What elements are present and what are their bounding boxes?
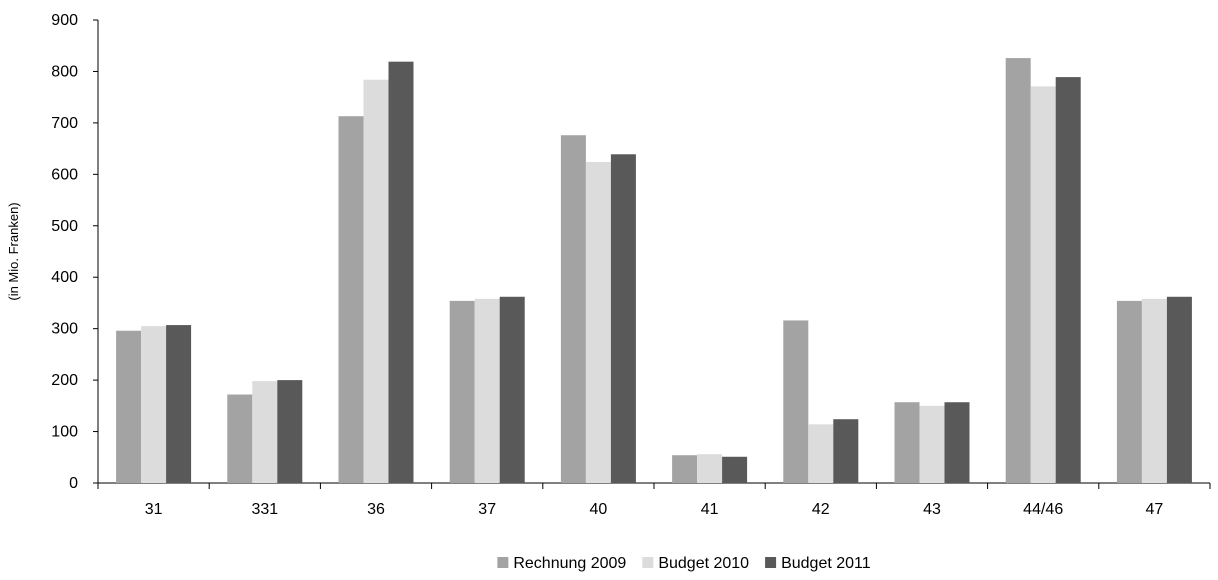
y-tick-label: 0 — [69, 475, 78, 492]
legend-swatch — [642, 557, 654, 568]
bar-rechnung-2009-40 — [560, 135, 586, 484]
bar-rechnung-2009-42 — [783, 320, 809, 483]
bar-budget-2011-47 — [1166, 296, 1192, 483]
x-tick-label: 40 — [590, 501, 608, 518]
bar-budget-2011-41 — [722, 456, 748, 483]
bar-rechnung-2009-47 — [1116, 300, 1142, 483]
bar-budget-2010-42 — [808, 424, 834, 483]
bar-budget-2011-331 — [277, 380, 303, 483]
bar-budget-2011-42 — [833, 419, 859, 483]
bar-budget-2011-44-46 — [1055, 77, 1081, 483]
x-tick-label: 41 — [701, 501, 719, 518]
y-axis-title: (in Mio. Franken) — [6, 202, 21, 300]
y-tick-label: 200 — [51, 372, 78, 389]
bar-budget-2010-37 — [474, 298, 500, 483]
bar-budget-2011-36 — [388, 61, 414, 484]
bar-budget-2011-43 — [944, 402, 970, 483]
y-tick-label: 100 — [51, 424, 78, 441]
y-tick-label: 500 — [51, 218, 78, 235]
y-tick-label: 700 — [51, 115, 78, 132]
legend-swatch — [765, 557, 777, 568]
y-tick-label: 400 — [51, 269, 78, 286]
bar-rechnung-2009-41 — [672, 455, 698, 483]
legend-swatch — [497, 557, 509, 568]
bar-budget-2010-43 — [919, 405, 945, 483]
x-tick-label: 43 — [923, 501, 941, 518]
bar-budget-2010-31 — [141, 326, 167, 483]
bar-budget-2010-47 — [1141, 298, 1167, 483]
y-tick-label: 800 — [51, 63, 78, 80]
x-tick-label: 36 — [367, 501, 385, 518]
y-tick-label: 300 — [51, 321, 78, 338]
bar-budget-2010-331 — [252, 381, 278, 483]
y-tick-label: 900 — [51, 12, 78, 29]
bar-budget-2011-31 — [166, 325, 192, 483]
bars — [116, 58, 1192, 484]
bar-rechnung-2009-331 — [227, 394, 253, 483]
x-tick-label: 331 — [251, 501, 278, 518]
x-tick-label: 42 — [812, 501, 830, 518]
legend-label: Budget 2010 — [658, 555, 749, 572]
bar-budget-2010-44-46 — [1030, 86, 1056, 483]
x-tick-label: 44/46 — [1023, 501, 1063, 518]
legend-label: Rechnung 2009 — [513, 555, 626, 572]
bar-budget-2011-37 — [499, 296, 525, 483]
y-tick-label: 600 — [51, 166, 78, 183]
bar-budget-2010-40 — [585, 161, 611, 483]
bar-budget-2010-36 — [363, 79, 389, 484]
bar-rechnung-2009-37 — [449, 300, 475, 483]
x-tick-label: 37 — [478, 501, 496, 518]
bar-rechnung-2009-31 — [116, 330, 142, 483]
bar-budget-2010-41 — [697, 454, 723, 483]
x-tick-label: 31 — [145, 501, 163, 518]
x-axis: 31 331 36 37 40 41 42 43 44/46 47 — [97, 482, 1211, 518]
y-axis: 0 100 200 300 400 500 600 700 800 900 — [51, 12, 99, 492]
bar-rechnung-2009-44-46 — [1005, 58, 1031, 484]
legend: Rechnung 2009 Budget 2010 Budget 2011 — [497, 555, 871, 572]
legend-label: Budget 2011 — [781, 555, 871, 572]
bar-rechnung-2009-36 — [338, 116, 364, 483]
bar-budget-2011-40 — [610, 154, 636, 483]
bar-rechnung-2009-43 — [894, 402, 920, 483]
x-tick-label: 47 — [1146, 501, 1164, 518]
